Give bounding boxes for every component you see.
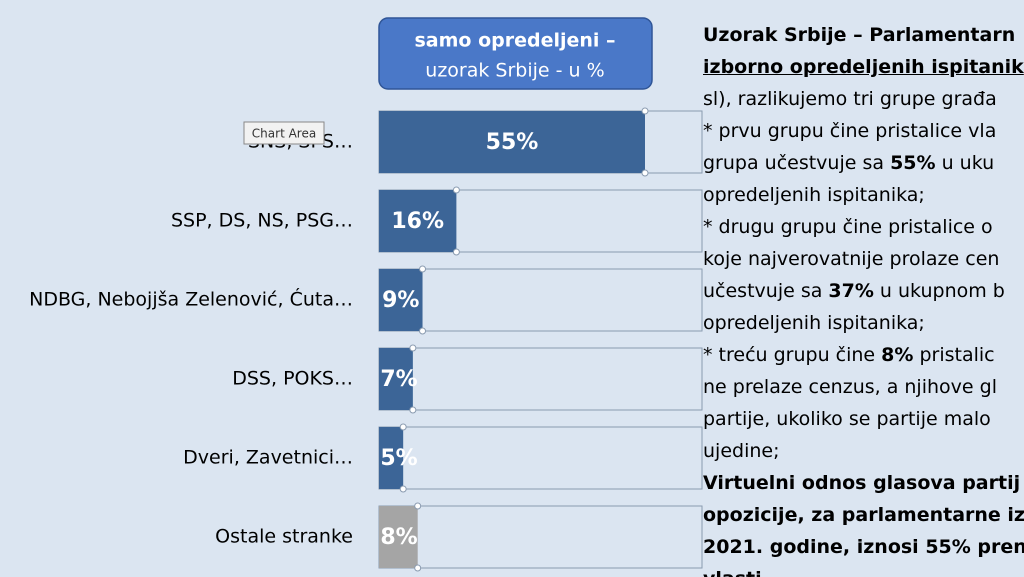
selection-handle <box>399 485 407 493</box>
text-run: opredeljenih ispitanika; <box>703 312 925 334</box>
bar <box>379 269 423 331</box>
text-panel: Uzorak Srbije – Parlamentarn izborno opre… <box>703 0 1024 577</box>
bar <box>379 111 645 173</box>
selection-handle <box>414 564 422 572</box>
text-line: Virtuelni odnos glasova partij <box>703 471 1020 495</box>
data-label: 8% <box>380 525 417 550</box>
selection-handle <box>641 169 649 177</box>
text-run: opozicije, za parlamentarne iz <box>703 504 1024 526</box>
selection-handle <box>452 186 460 194</box>
y-tick-label: Dveri, Zavetnici… <box>183 447 353 469</box>
data-label: 9% <box>382 288 419 313</box>
y-tick-label: SSP, DS, NS, PSG… <box>171 210 353 232</box>
text-run: Uzorak Srbije – Parlamentarn <box>703 24 1016 46</box>
selection-handle <box>414 502 422 510</box>
chart-title: samo opredeljeni – <box>414 30 615 52</box>
text-line: vlasti <box>703 567 762 577</box>
tooltip-box <box>243 121 325 145</box>
text-run: ne prelaze cenzus, a njihove gl <box>703 376 997 398</box>
text-run: učestvuje sa <box>703 280 829 302</box>
text-line: partije, ukoliko se partije malo <box>703 407 991 431</box>
text-line: * treću grupu čine 8% pristalic <box>703 343 995 367</box>
bar <box>379 190 457 252</box>
text-run: * treću grupu čine <box>703 344 882 366</box>
text-line: opozicije, za parlamentarne iz <box>703 503 1024 527</box>
text-run: * prvu grupu čine pristalice vla <box>703 120 997 142</box>
text-run: vlasti <box>703 568 762 577</box>
text-run: 37% <box>828 280 874 302</box>
bar <box>379 348 413 410</box>
text-line: izborno opredeljenih ispitanik <box>703 55 1024 79</box>
data-label: 16% <box>391 209 444 234</box>
plot-outline <box>378 505 703 569</box>
selection-handle <box>399 423 407 431</box>
y-tick-label: Ostale stranke <box>215 526 353 548</box>
data-label: 55% <box>486 130 539 155</box>
text-run: grupa učestvuje sa <box>703 152 891 174</box>
text-line: učestvuje sa 37% u ukupnom b <box>703 279 1005 303</box>
text-run: u ukupnom b <box>873 280 1005 302</box>
plot-outline <box>378 268 703 332</box>
selection-handle <box>409 344 417 352</box>
bar <box>379 506 418 568</box>
data-label: 7% <box>380 367 417 392</box>
selection-handle <box>409 406 417 414</box>
title-box <box>378 17 653 90</box>
text-run: izborno opredeljenih ispitanik <box>703 56 1024 78</box>
tooltip: Chart Area <box>243 121 325 145</box>
plot-outline <box>378 347 703 411</box>
selection-handle <box>641 107 649 115</box>
text-run: * drugu grupu čine pristalice o <box>703 216 993 238</box>
text-line: ne prelaze cenzus, a njihove gl <box>703 375 997 399</box>
text-run: 8% <box>881 344 914 366</box>
text-line: opredeljenih ispitanika; <box>703 183 925 207</box>
plot-outline <box>378 426 703 490</box>
text-run: 2021. godine, iznosi 55% pren <box>703 536 1024 558</box>
selection-handle <box>419 327 427 335</box>
chart-subtitle: uzorak Srbije - u % <box>425 60 604 82</box>
text-line: * drugu grupu čine pristalice o <box>703 215 993 239</box>
text-run: Virtuelni odnos glasova partij <box>703 472 1021 494</box>
text-run: partije, ukoliko se partije malo <box>703 408 991 430</box>
text-run: u uku <box>935 152 995 174</box>
text-line: sl), razlikujemo tri grupe građa <box>703 87 997 111</box>
tooltip-text: Chart Area <box>252 127 316 141</box>
text-line: grupa učestvuje sa 55% u uku <box>703 151 994 175</box>
y-tick-label: NDBG, Nebojjša Zelenović, Ćuta… <box>29 287 353 311</box>
text-run: pristalic <box>913 344 995 366</box>
text-run: 55% <box>890 152 936 174</box>
y-tick-label: DSS, POKS… <box>232 368 353 390</box>
text-line: opredeljenih ispitanika; <box>703 311 925 335</box>
text-line: koje najverovatnije prolaze cen <box>703 247 999 271</box>
data-label: 5% <box>380 446 417 471</box>
text-line: ujedine; <box>703 439 779 463</box>
text-run: koje najverovatnije prolaze cen <box>703 248 1000 270</box>
text-run: ujedine; <box>703 440 780 462</box>
text-run: opredeljenih ispitanika; <box>703 184 925 206</box>
selection-handle <box>419 265 427 273</box>
text-line: * prvu grupu čine pristalice vla <box>703 119 996 143</box>
text-line: 2021. godine, iznosi 55% pren <box>703 535 1024 559</box>
selection-handle <box>452 248 460 256</box>
text-run: sl), razlikujemo tri grupe građa <box>703 88 997 110</box>
bar <box>379 427 404 489</box>
text-line: Uzorak Srbije – Parlamentarn <box>703 23 1015 47</box>
